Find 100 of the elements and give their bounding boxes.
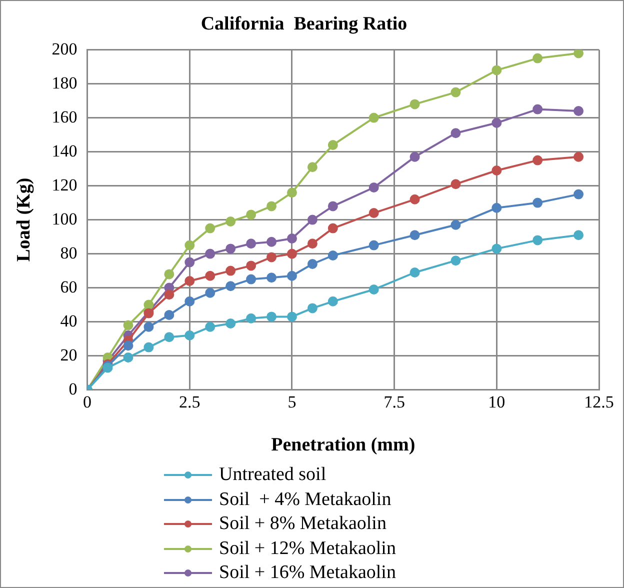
point [226,216,236,226]
point [368,182,379,192]
point [574,230,584,240]
point [450,179,461,190]
x-tick-label: 10 [488,392,506,412]
point [286,248,297,259]
x-axis-title: Penetration (mm) [271,434,416,456]
point [532,104,543,114]
point [205,322,216,332]
point [532,198,543,208]
point [492,166,502,176]
point [205,248,216,259]
point [307,303,318,314]
point [410,230,420,240]
point [286,270,297,281]
point [532,53,543,64]
point [266,272,277,283]
point [307,259,318,269]
y-tick-label: 200 [52,39,78,58]
point [492,65,502,76]
point [328,296,338,306]
point [368,240,379,250]
y-axis-title: Load (Kg) [13,178,34,262]
point [164,290,174,300]
point [410,152,420,162]
point [368,112,379,123]
x-tick-label: 0 [83,392,92,412]
point [286,234,297,244]
point [328,201,338,212]
point [184,296,195,306]
point [286,312,297,322]
point [328,250,338,260]
point [328,140,338,150]
point [450,87,461,98]
point [307,238,318,249]
point [246,238,256,249]
point [410,268,420,278]
point [266,252,277,262]
point [226,266,236,276]
y-tick-label: 60 [60,277,78,296]
y-tick-label: 40 [60,311,78,330]
legend-label: Soil + 12% Metakaolin [219,536,396,560]
point [328,223,338,234]
y-tick-label: 160 [52,107,78,126]
legend-label: Soil + 16% Metakaolin [219,561,396,585]
point [307,162,318,172]
point [450,220,461,230]
point [226,318,236,328]
point [492,118,502,128]
point [226,244,236,254]
legend-label: Soil + 4% Metakaolin [219,488,392,512]
point [246,274,256,284]
point [266,312,277,322]
point [144,300,154,310]
point [246,313,256,324]
point [246,260,256,271]
y-tick-label: 180 [52,73,78,92]
point [368,284,379,294]
y-tick-label: 20 [60,345,78,364]
point [532,235,543,246]
point [574,50,584,58]
x-tick-label: 7.5 [384,392,405,412]
point [123,320,134,330]
point [450,256,461,266]
point [123,340,134,351]
point [226,281,236,292]
x-tick-label: 12.5 [584,392,614,412]
point [492,202,502,213]
y-tick-label: 140 [52,141,78,160]
x-tick-label: 5 [288,392,296,412]
point [532,155,543,166]
point [164,310,174,320]
point [574,189,584,200]
legend-label: Soil + 8% Metakaolin [219,512,386,536]
point [410,194,420,204]
point [184,276,195,286]
y-tick-label: 0 [68,379,78,398]
point [144,322,154,332]
point [574,152,584,162]
y-tick-label: 100 [52,209,78,228]
point [205,288,216,298]
point [410,99,420,110]
point [574,106,584,116]
y-tick-label: 120 [52,175,78,194]
point [492,244,502,254]
legend-label: Untreated soil [219,463,326,487]
point [368,208,379,218]
point [164,332,174,342]
y-tick-label: 80 [60,243,78,262]
point [450,128,461,138]
point [266,236,277,247]
point [184,330,195,340]
point [184,257,195,268]
point [205,270,216,281]
point [246,210,256,220]
point [144,342,154,352]
point [164,269,174,280]
chart-title: California Bearing Ratio [200,13,408,34]
point [184,240,195,250]
point [307,214,318,225]
